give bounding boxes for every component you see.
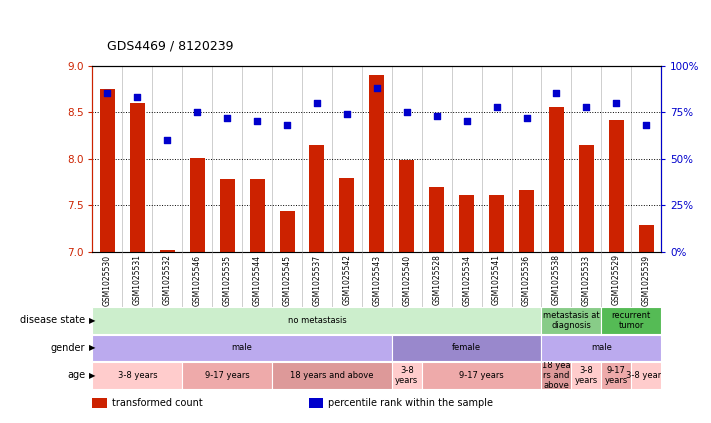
Point — [401, 109, 412, 115]
Point — [102, 90, 113, 97]
Bar — [602, 362, 631, 389]
Bar — [542, 362, 572, 389]
Point — [341, 110, 353, 117]
Text: 18 years and above: 18 years and above — [290, 371, 374, 380]
Text: gender: gender — [50, 343, 85, 353]
Bar — [459, 195, 474, 252]
Text: 18 yea
rs and
above: 18 yea rs and above — [542, 360, 571, 390]
Text: metastasis at
diagnosis: metastasis at diagnosis — [543, 311, 600, 330]
Text: disease state: disease state — [20, 316, 85, 325]
Bar — [602, 307, 661, 334]
Text: GSM1025529: GSM1025529 — [612, 255, 621, 305]
Bar — [130, 103, 145, 252]
Text: ▶: ▶ — [89, 371, 95, 380]
Point — [371, 85, 383, 91]
Text: GSM1025540: GSM1025540 — [402, 255, 411, 305]
Bar — [92, 362, 182, 389]
Text: 3-8 years: 3-8 years — [117, 371, 157, 380]
Point — [461, 118, 472, 125]
Text: GSM1025534: GSM1025534 — [462, 255, 471, 305]
Bar — [272, 362, 392, 389]
Point — [431, 113, 442, 119]
Bar — [190, 158, 205, 252]
Bar — [339, 178, 354, 252]
Text: ▶: ▶ — [89, 343, 95, 352]
Bar — [392, 362, 422, 389]
Point — [551, 90, 562, 97]
Text: male: male — [232, 343, 252, 352]
Point — [521, 114, 533, 121]
Bar — [100, 89, 115, 252]
Text: GSM1025544: GSM1025544 — [252, 255, 262, 305]
Point — [191, 109, 203, 115]
Bar — [250, 179, 264, 252]
Text: 9-17
years: 9-17 years — [604, 366, 628, 385]
Text: percentile rank within the sample: percentile rank within the sample — [328, 398, 493, 408]
Bar — [489, 195, 504, 252]
Text: male: male — [591, 343, 611, 352]
Bar — [400, 159, 415, 252]
Text: GSM1025538: GSM1025538 — [552, 255, 561, 305]
Point — [611, 99, 622, 106]
Bar — [92, 335, 392, 361]
Bar — [309, 145, 324, 252]
Text: GSM1025535: GSM1025535 — [223, 255, 232, 305]
Bar — [631, 362, 661, 389]
Bar — [429, 187, 444, 252]
Bar — [220, 179, 235, 252]
Text: GSM1025528: GSM1025528 — [432, 255, 442, 305]
Text: GSM1025543: GSM1025543 — [373, 255, 381, 305]
Point — [221, 114, 232, 121]
Text: 3-8 years: 3-8 years — [626, 371, 666, 380]
Text: GSM1025546: GSM1025546 — [193, 255, 202, 305]
Text: 3-8
years: 3-8 years — [574, 366, 598, 385]
Bar — [542, 335, 661, 361]
Point — [491, 103, 502, 110]
Text: GSM1025531: GSM1025531 — [133, 255, 141, 305]
Point — [311, 99, 323, 106]
Bar — [519, 190, 534, 252]
Text: female: female — [452, 343, 481, 352]
Text: ▶: ▶ — [89, 316, 95, 325]
Point — [132, 94, 143, 101]
Text: GSM1025537: GSM1025537 — [312, 255, 321, 305]
Bar — [92, 398, 107, 409]
Bar — [549, 107, 564, 252]
Text: 9-17 years: 9-17 years — [459, 371, 504, 380]
Bar — [279, 211, 294, 252]
Text: GSM1025545: GSM1025545 — [282, 255, 292, 305]
Point — [641, 122, 652, 129]
Point — [282, 122, 293, 129]
Text: GSM1025539: GSM1025539 — [642, 255, 651, 305]
Bar — [392, 335, 542, 361]
Text: no metastasis: no metastasis — [287, 316, 346, 325]
Bar — [422, 362, 542, 389]
Bar — [579, 145, 594, 252]
Bar — [92, 307, 542, 334]
Text: 3-8
years: 3-8 years — [395, 366, 418, 385]
Bar — [638, 225, 653, 252]
Text: transformed count: transformed count — [112, 398, 203, 408]
Bar — [609, 120, 624, 252]
Bar — [182, 362, 272, 389]
Point — [252, 118, 263, 125]
Bar — [572, 362, 602, 389]
Text: GSM1025533: GSM1025533 — [582, 255, 591, 305]
Bar — [160, 250, 175, 252]
Bar — [542, 307, 602, 334]
Text: GDS4469 / 8120239: GDS4469 / 8120239 — [107, 40, 233, 53]
Text: GSM1025532: GSM1025532 — [163, 255, 172, 305]
Text: age: age — [68, 371, 85, 380]
Text: GSM1025530: GSM1025530 — [103, 255, 112, 305]
Bar — [369, 75, 385, 252]
Text: recurrent
tumor: recurrent tumor — [611, 311, 651, 330]
Text: GSM1025536: GSM1025536 — [522, 255, 531, 305]
Text: 9-17 years: 9-17 years — [205, 371, 250, 380]
Text: GSM1025542: GSM1025542 — [343, 255, 351, 305]
Text: GSM1025541: GSM1025541 — [492, 255, 501, 305]
Point — [161, 137, 173, 143]
Point — [581, 103, 592, 110]
Bar — [309, 398, 323, 409]
